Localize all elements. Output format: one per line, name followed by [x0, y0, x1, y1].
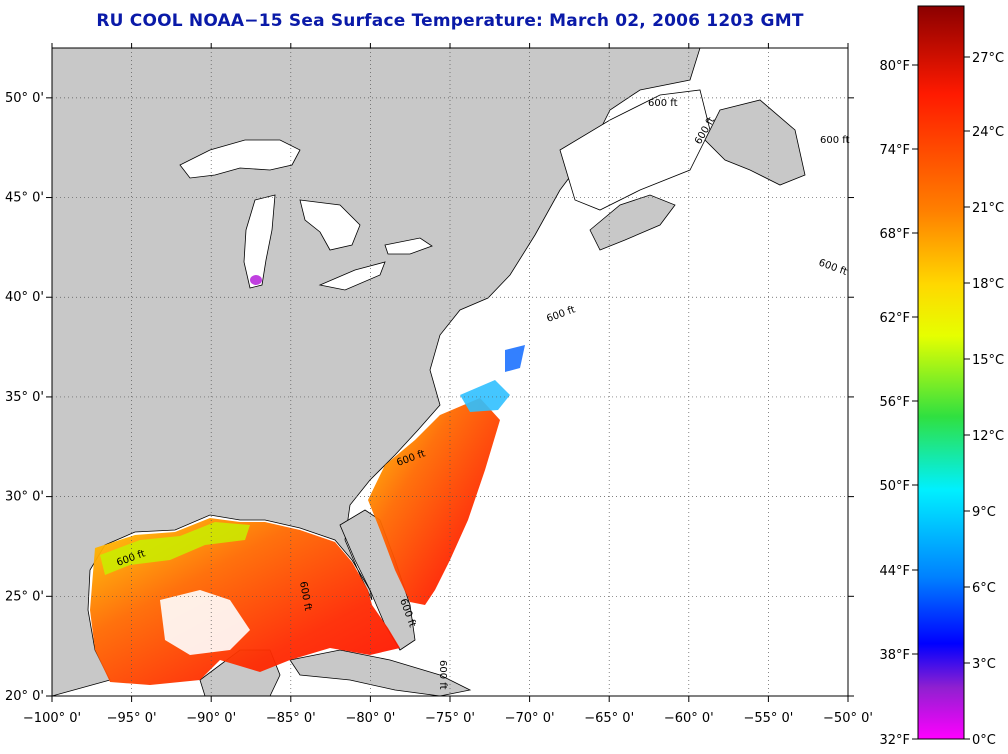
- colorbar-celsius-label: 15°C: [972, 353, 1004, 368]
- lon-tick-label: −80° 0': [345, 711, 395, 726]
- lon-tick-label: −95° 0': [107, 711, 157, 726]
- lat-tick-label: 50° 0': [5, 91, 44, 106]
- colorbar-celsius-label: 0°C: [972, 733, 996, 748]
- colorbar-fahrenheit-label: 44°F: [879, 564, 910, 579]
- lat-tick-label: 25° 0': [5, 589, 44, 604]
- depth-contour-label: 600 ft: [648, 98, 678, 109]
- colorbar-celsius-label: 18°C: [972, 277, 1004, 292]
- colorbar-fahrenheit-label: 50°F: [879, 479, 910, 494]
- lon-tick-label: −90° 0': [186, 711, 236, 726]
- lake-erie: [318, 261, 386, 291]
- lon-tick-label: −100° 0': [23, 711, 81, 726]
- depth-contour-label: 600 ft: [437, 660, 448, 690]
- latitude-labels: 50° 0' 45° 0' 40° 0' 35° 0' 30° 0' 25° 0' 20° …: [5, 91, 44, 704]
- colorbar-celsius-label: 24°C: [972, 125, 1004, 140]
- lat-tick-label: 45° 0': [5, 191, 44, 206]
- lat-tick-label: 40° 0': [5, 290, 44, 305]
- colorbar-fahrenheit-label: 80°F: [879, 59, 910, 74]
- tick-marks: [46, 43, 854, 702]
- colorbar-celsius-label: 27°C: [972, 51, 1004, 66]
- graticule-grid: [52, 48, 848, 696]
- colorbar-celsius-label: 12°C: [972, 429, 1004, 444]
- colorbar-celsius-label: 6°C: [972, 581, 996, 596]
- colorbar-fahrenheit-label: 32°F: [879, 733, 910, 748]
- depth-contour-label: 600 ft: [297, 581, 313, 612]
- colorbar-fahrenheit-label: 56°F: [879, 395, 910, 410]
- colorbar-fahrenheit-label: 38°F: [879, 648, 910, 663]
- cuba: [289, 649, 472, 696]
- longitude-labels: −100° 0' −95° 0' −90° 0' −85° 0' −80° 0' −75°…: [23, 711, 873, 726]
- colorbar-celsius-labels: 27°C 24°C 21°C 18°C 15°C 12°C 9°C 6°C 3°C 0°C: [972, 51, 1004, 748]
- lake-ontario: [384, 237, 433, 255]
- sst-gulf-cloud-gap: [160, 590, 250, 655]
- colorbar: [917, 5, 965, 740]
- sst-shelf-cool: [505, 345, 525, 372]
- colorbar-fahrenheit-labels: 80°F 74°F 68°F 62°F 56°F 50°F 44°F 38°F 32°F: [879, 59, 910, 748]
- lat-tick-label: 20° 0': [5, 689, 44, 704]
- lon-tick-label: −75° 0': [425, 711, 475, 726]
- lake-superior: [179, 139, 301, 179]
- lat-tick-label: 35° 0': [5, 390, 44, 405]
- colorbar-celsius-label: 3°C: [972, 657, 996, 672]
- newfoundland: [704, 99, 806, 186]
- map-title: RU COOL NOAA−15 Sea Surface Temperature:…: [96, 11, 804, 31]
- colorbar-fahrenheit-label: 62°F: [879, 311, 910, 326]
- nova-scotia: [589, 194, 676, 251]
- lon-tick-label: −65° 0': [584, 711, 634, 726]
- sst-gulf-coastal-cool: [100, 522, 250, 575]
- lon-tick-label: −60° 0': [664, 711, 714, 726]
- lon-tick-label: −55° 0': [743, 711, 793, 726]
- lake-michigan: [243, 194, 276, 289]
- lon-tick-label: −70° 0': [505, 711, 555, 726]
- sst-hatteras-cool: [460, 380, 510, 412]
- sst-lake-michigan-spot: [250, 275, 262, 285]
- colorbar-celsius-label: 9°C: [972, 505, 996, 520]
- lat-tick-label: 30° 0': [5, 490, 44, 505]
- colorbar-fahrenheit-label: 68°F: [879, 227, 910, 242]
- sst-atlantic-strip: [368, 398, 500, 605]
- gulf-of-st-lawrence: [559, 89, 711, 211]
- lon-tick-label: −85° 0': [266, 711, 316, 726]
- lake-huron: [299, 199, 361, 251]
- colorbar-celsius-label: 21°C: [972, 201, 1004, 216]
- depth-contour-label: 600 ft: [820, 135, 850, 146]
- colorbar-fahrenheit-label: 74°F: [879, 143, 910, 158]
- lon-tick-label: −50° 0': [823, 711, 873, 726]
- colorbar-ticks: [912, 56, 970, 740]
